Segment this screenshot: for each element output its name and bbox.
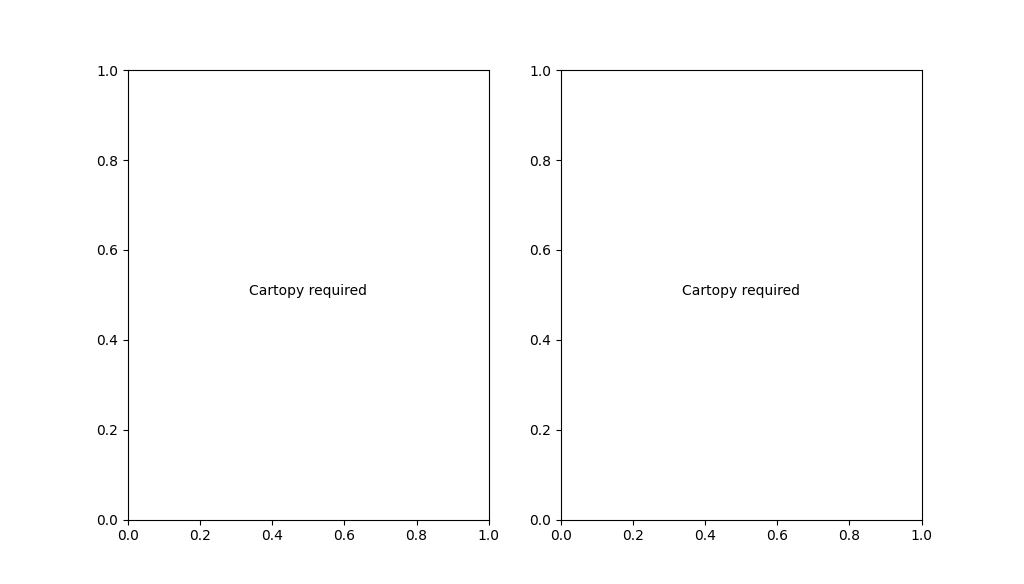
Text: Cartopy required: Cartopy required	[250, 284, 368, 298]
Text: Cartopy required: Cartopy required	[682, 284, 800, 298]
